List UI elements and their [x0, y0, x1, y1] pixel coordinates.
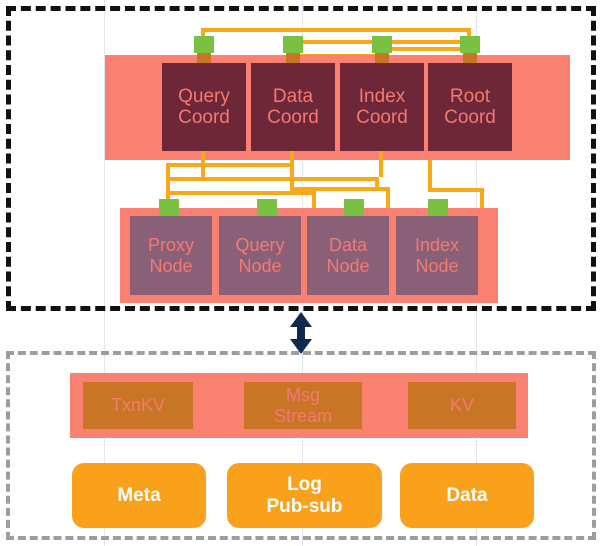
wire-segment [428, 160, 432, 188]
backend-label-line1: Log [287, 474, 322, 496]
coordinator-label-line2: Coord [178, 107, 230, 128]
node-label-line2: Node [326, 255, 370, 276]
wire-segment [166, 177, 379, 181]
node-label-line1: Data [328, 235, 368, 256]
wire-segment [201, 28, 471, 32]
backend-label-line1: Meta [117, 484, 161, 506]
wire-segment [428, 188, 484, 192]
backend-label-line1: Data [446, 484, 488, 506]
wire-segment [379, 47, 471, 51]
node-box-proxy[interactable]: Proxy Node [130, 216, 212, 295]
wire-segment [312, 187, 316, 211]
backend-box-meta[interactable]: Meta [72, 463, 206, 528]
wire-segment [166, 191, 316, 195]
storage-box-kv[interactable]: KV [408, 382, 516, 429]
pin-stub-icon [286, 53, 300, 66]
coordinator-box-index[interactable]: Index Coord [340, 63, 424, 151]
pin-cap-icon [283, 36, 303, 53]
coordinator-box-data[interactable]: Data Coord [251, 63, 335, 151]
wire-segment [166, 177, 170, 191]
wire-segment [480, 188, 484, 211]
node-label-line2: Node [415, 255, 459, 276]
node-label-line1: Query [235, 235, 285, 256]
pin-cap-icon [257, 199, 277, 216]
node-box-data[interactable]: Data Node [307, 216, 389, 295]
coordinator-label-line1: Index [358, 85, 406, 107]
node-label-line2: Node [238, 255, 282, 276]
coordinator-label-line1: Query [178, 85, 230, 107]
storage-box-txnkv[interactable]: TxnKV [83, 382, 193, 429]
wire-segment [290, 163, 294, 187]
wire-segment [375, 177, 379, 187]
wire-segment [379, 151, 383, 177]
storage-label-line1: Msg [285, 385, 320, 406]
pin-stub-icon [463, 53, 477, 66]
storage-label-line1: TxnKV [110, 395, 166, 416]
wire-segment [386, 187, 390, 211]
node-label-line1: Proxy [147, 235, 194, 256]
connector-pin-root-coord [460, 36, 480, 66]
guide-line [104, 0, 105, 546]
backend-box-data[interactable]: Data [400, 463, 534, 528]
connector-pin-data-coord [283, 36, 303, 66]
pin-cap-icon [460, 36, 480, 53]
pin-cap-icon [372, 36, 392, 53]
pin-cap-icon [194, 36, 214, 53]
storage-label-line1: KV [449, 395, 474, 416]
backend-box-log-pubsub[interactable]: Log Pub-sub [227, 463, 382, 528]
node-box-query[interactable]: Query Node [219, 216, 301, 295]
node-box-index[interactable]: Index Node [396, 216, 478, 295]
storage-label-line2: Stream [273, 405, 333, 426]
coordinator-label-line2: Coord [267, 107, 319, 128]
bidirectional-arrow-icon [288, 312, 314, 354]
node-label-line2: Node [149, 255, 193, 276]
compute-section-frame [6, 6, 596, 311]
node-label-line1: Index [414, 235, 460, 256]
coordinator-label-line1: Root [449, 85, 491, 107]
wire-segment [290, 151, 294, 163]
storage-section-frame [6, 351, 596, 540]
pin-cap-icon [428, 199, 448, 216]
pin-cap-icon [344, 199, 364, 216]
wire-segment [166, 163, 170, 179]
pin-cap-icon [159, 199, 179, 216]
storage-box-msg-stream[interactable]: Msg Stream [244, 382, 362, 429]
connector-pin-index-coord [372, 36, 392, 66]
wire-segment [166, 163, 294, 167]
coordinator-box-query[interactable]: Query Coord [162, 63, 246, 151]
coordinator-label-line2: Coord [444, 107, 496, 128]
connector-pin-query-coord [194, 36, 214, 66]
pin-stub-icon [197, 53, 211, 66]
coordinator-box-root[interactable]: Root Coord [428, 63, 512, 151]
backend-label-line2: Pub-sub [266, 495, 343, 517]
coordinator-label-line2: Coord [356, 107, 408, 128]
wire-segment [290, 187, 390, 191]
coordinator-label-line1: Data [272, 85, 314, 107]
pin-stub-icon [375, 53, 389, 66]
